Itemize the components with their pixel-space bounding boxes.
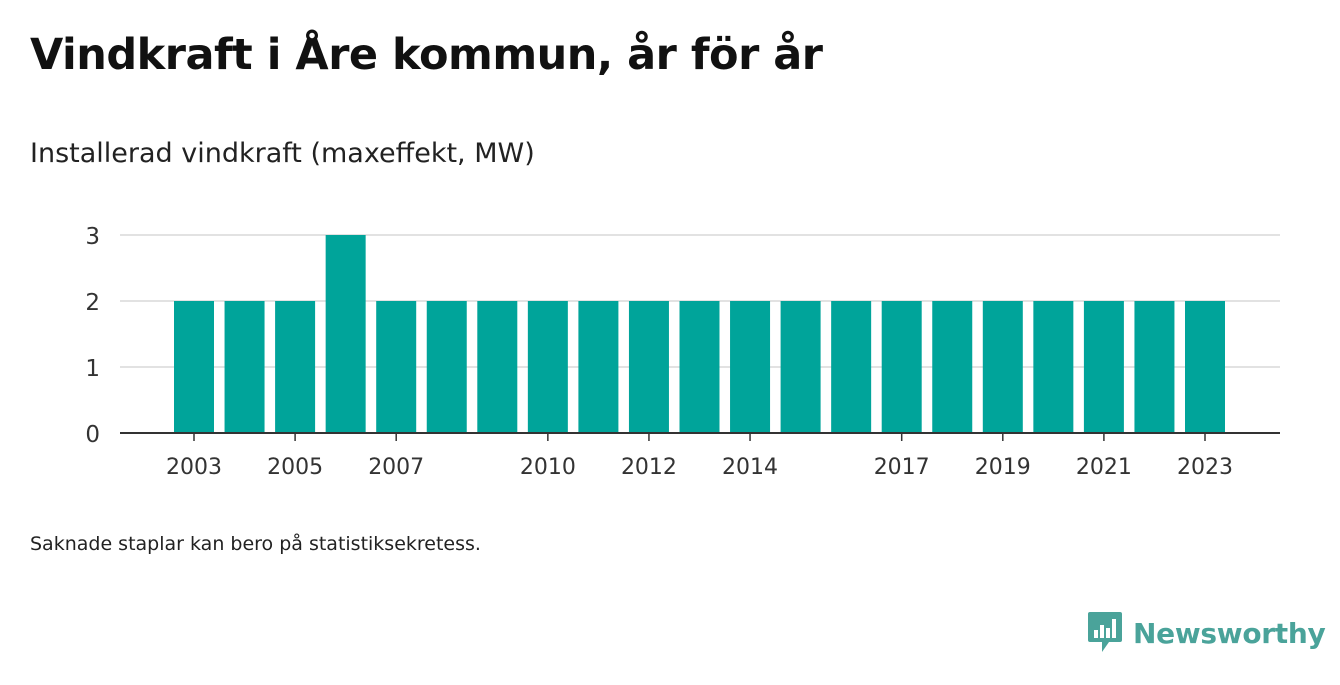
x-tick-label: 2003 [166, 455, 222, 480]
bar-2005 [275, 301, 316, 433]
bar-2013 [679, 301, 720, 433]
chart-subtitle: Installerad vindkraft (maxeffekt, MW) [30, 138, 535, 169]
x-tick-label: 2012 [621, 455, 677, 480]
x-tick-label: 2017 [874, 455, 930, 480]
y-tick-label: 0 [85, 422, 100, 448]
bar-2011 [578, 301, 619, 433]
footnote: Saknade staplar kan bero på statistiksek… [30, 533, 481, 555]
bar-2008 [426, 301, 467, 433]
bars [174, 235, 1225, 433]
x-tick-label: 2005 [267, 455, 323, 480]
x-tick-label: 2023 [1177, 455, 1233, 480]
bar-2022 [1134, 301, 1175, 433]
y-tick-label: 1 [85, 356, 100, 382]
bar-2020 [1033, 301, 1074, 433]
bar-2012 [628, 301, 669, 433]
x-tick-label: 2010 [520, 455, 576, 480]
x-tick-label: 2019 [975, 455, 1031, 480]
x-tick-label: 2007 [368, 455, 424, 480]
bar-2015 [780, 301, 821, 433]
bar-2006 [325, 235, 366, 433]
brand-name: Newsworthy [1133, 616, 1326, 650]
y-axis-ticks: 0 1 2 3 [85, 224, 100, 448]
newsworthy-logo[interactable]: Newsworthy [1087, 610, 1326, 656]
bar-2004 [224, 301, 265, 433]
bar-2003 [174, 301, 214, 433]
bar-2014 [730, 301, 771, 433]
bar-2023 [1185, 301, 1225, 433]
bar-2019 [982, 301, 1023, 433]
x-tick-label: 2021 [1076, 455, 1132, 480]
bar-2007 [376, 301, 417, 433]
newsworthy-logo-icon [1088, 612, 1122, 652]
x-tick-label: 2014 [722, 455, 778, 480]
bar-2017 [881, 301, 922, 433]
chart-title: Vindkraft i Åre kommun, år för år [30, 30, 823, 80]
x-axis-ticks: 2003 2005 2007 2010 2012 2014 2017 2019 2021 2023 [166, 433, 1233, 480]
bar-2016 [831, 301, 872, 433]
y-tick-label: 2 [85, 290, 100, 316]
bar-2018 [932, 301, 973, 433]
bar-2021 [1083, 301, 1124, 433]
y-tick-label: 3 [85, 224, 100, 250]
bar-2010 [527, 301, 568, 433]
bar-2009 [477, 301, 518, 433]
